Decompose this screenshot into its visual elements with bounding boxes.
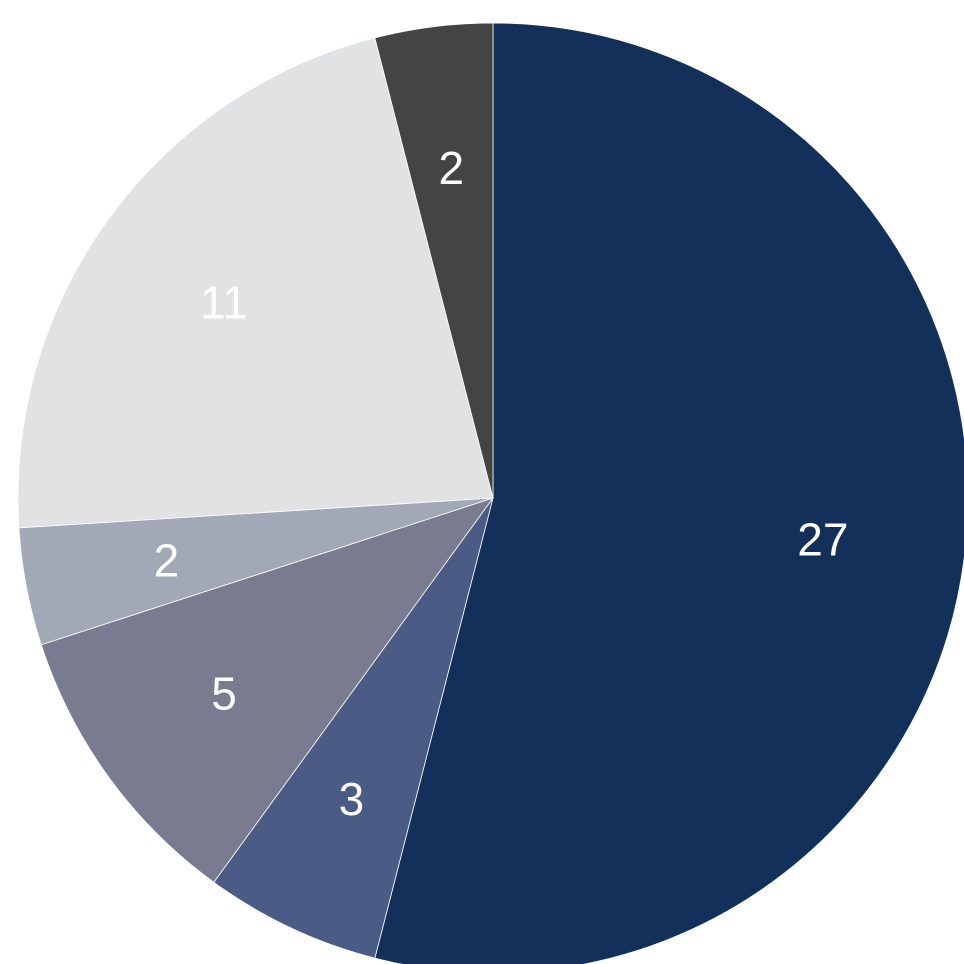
pie-slice-1: [213, 497, 494, 959]
pie-slice-label-3: 2: [154, 534, 180, 586]
pie-slice-4: [17, 37, 494, 529]
pie-slice-label-0: 27: [797, 514, 848, 566]
pie-labels: 27 3 5 2 11 2: [154, 142, 849, 825]
pie-slice-label-2: 5: [211, 667, 237, 719]
pie-slice-label-4: 11: [200, 277, 248, 329]
pie-slice-label-5: 2: [439, 142, 465, 194]
pie-slice-label-1: 3: [339, 773, 365, 825]
pie-slice-5: [374, 22, 494, 499]
pie-slice-0: [374, 22, 964, 964]
pie-slice-2: [40, 497, 495, 883]
pie-slices: [17, 22, 964, 964]
